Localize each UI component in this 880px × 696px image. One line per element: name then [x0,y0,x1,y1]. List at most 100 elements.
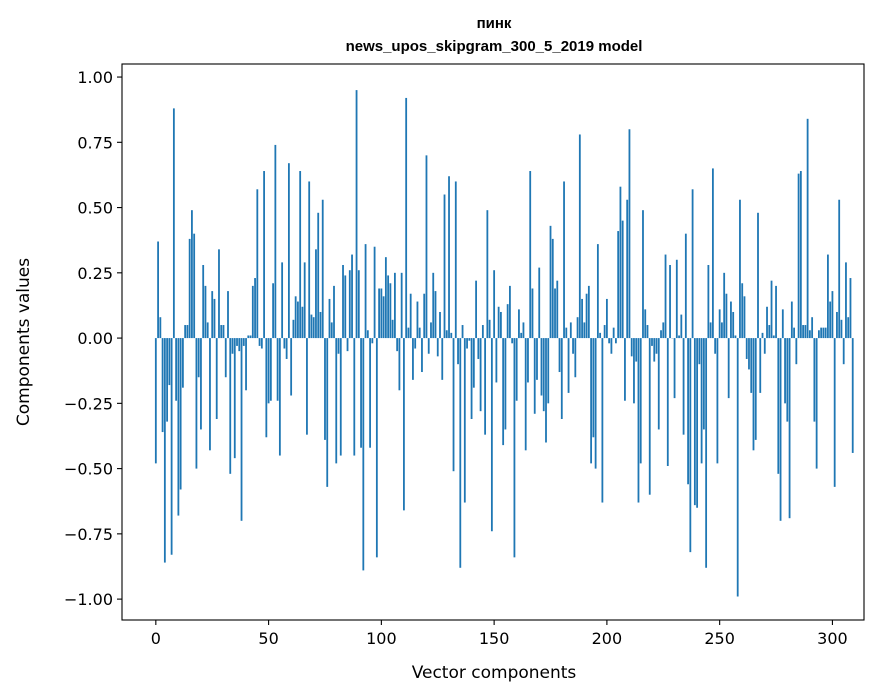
bar-141 [472,338,475,388]
bar-192 [587,285,590,339]
bar-227 [666,338,669,466]
bar-177 [554,288,556,339]
bar-93 [364,244,367,339]
bar-305 [842,338,845,365]
bar-309 [851,338,854,453]
bar-243 [702,338,705,430]
bar-47 [260,338,263,349]
bar-98 [375,338,378,558]
bar-179 [558,338,561,373]
bar-54 [276,338,279,401]
bar-21 [202,264,205,339]
bar-251 [721,322,723,339]
bar-165 [527,338,529,383]
bar-160 [515,338,518,401]
bar-108 [398,338,401,391]
bar-101 [382,296,385,339]
bar-11 [179,338,182,490]
bar-154 [502,338,505,446]
bar-127 [441,338,444,380]
bar-223 [657,338,660,430]
y-tick-label-5: 0.25 [77,264,113,283]
bar-96 [371,338,374,344]
bar-145 [481,325,484,339]
bar-115 [414,338,417,349]
bar-68 [308,181,311,339]
bar-195 [594,338,597,469]
bar-206 [619,186,622,339]
bar-43 [251,285,254,339]
bar-2 [159,317,162,339]
bar-89 [355,90,358,339]
bar-172 [542,338,545,412]
x-tick-label-200: 200 [592,629,623,648]
bar-70 [312,317,315,339]
bar-42 [249,335,252,339]
bar-106 [393,272,396,339]
bar-307 [847,317,850,339]
bar-185 [572,338,574,354]
bar-144 [479,338,482,412]
y-tick-label-8: 1.00 [77,68,113,87]
bar-143 [477,338,480,359]
bar-211 [630,338,633,357]
bar-30 [222,325,225,339]
bar-253 [725,293,728,339]
bar-65 [301,306,304,339]
bar-222 [655,338,658,354]
bars-group [154,90,854,597]
bar-16 [191,210,193,339]
bar-210 [628,129,631,339]
bar-37 [238,338,241,352]
bar-17 [193,233,196,339]
bar-105 [391,319,394,339]
bar-45 [256,189,259,339]
bar-260 [741,283,744,339]
bar-178 [556,280,559,339]
bar-290 [808,330,811,339]
bar-149 [490,338,493,532]
bar-224 [660,330,662,339]
bar-116 [416,301,419,339]
bar-244 [705,338,708,568]
bar-171 [540,338,543,396]
bar-3 [161,338,164,433]
bar-132 [452,338,455,472]
bar-232 [678,335,680,339]
bar-107 [396,338,399,352]
bar-194 [592,338,595,438]
bar-215 [639,338,642,464]
bar-86 [348,270,351,339]
bar-9 [175,338,178,401]
bar-268 [759,338,762,393]
bar-296 [822,327,825,339]
bar-156 [506,304,509,339]
bar-138 [466,338,468,349]
y-tick-label-1: −0.75 [64,525,113,544]
bar-225 [662,322,665,339]
bar-72 [317,212,320,339]
bar-214 [637,338,640,503]
bar-269 [761,332,764,339]
bar-1 [157,241,159,339]
bar-82 [339,338,342,456]
bar-238 [691,189,694,339]
bar-245 [707,264,710,339]
bar-212 [633,338,635,404]
bar-8 [172,108,175,339]
bar-180 [560,338,563,420]
bar-218 [646,325,649,339]
bar-173 [545,338,547,443]
bar-67 [306,338,308,435]
bar-41 [247,335,250,339]
bar-99 [378,288,381,339]
bar-259 [739,199,741,339]
bar-226 [664,254,667,339]
bar-92 [362,338,365,571]
bar-60 [290,338,293,396]
bar-128 [443,194,446,339]
bar-85 [346,338,349,352]
bar-174 [547,338,550,404]
bar-274 [772,335,775,339]
bar-57 [283,338,286,349]
